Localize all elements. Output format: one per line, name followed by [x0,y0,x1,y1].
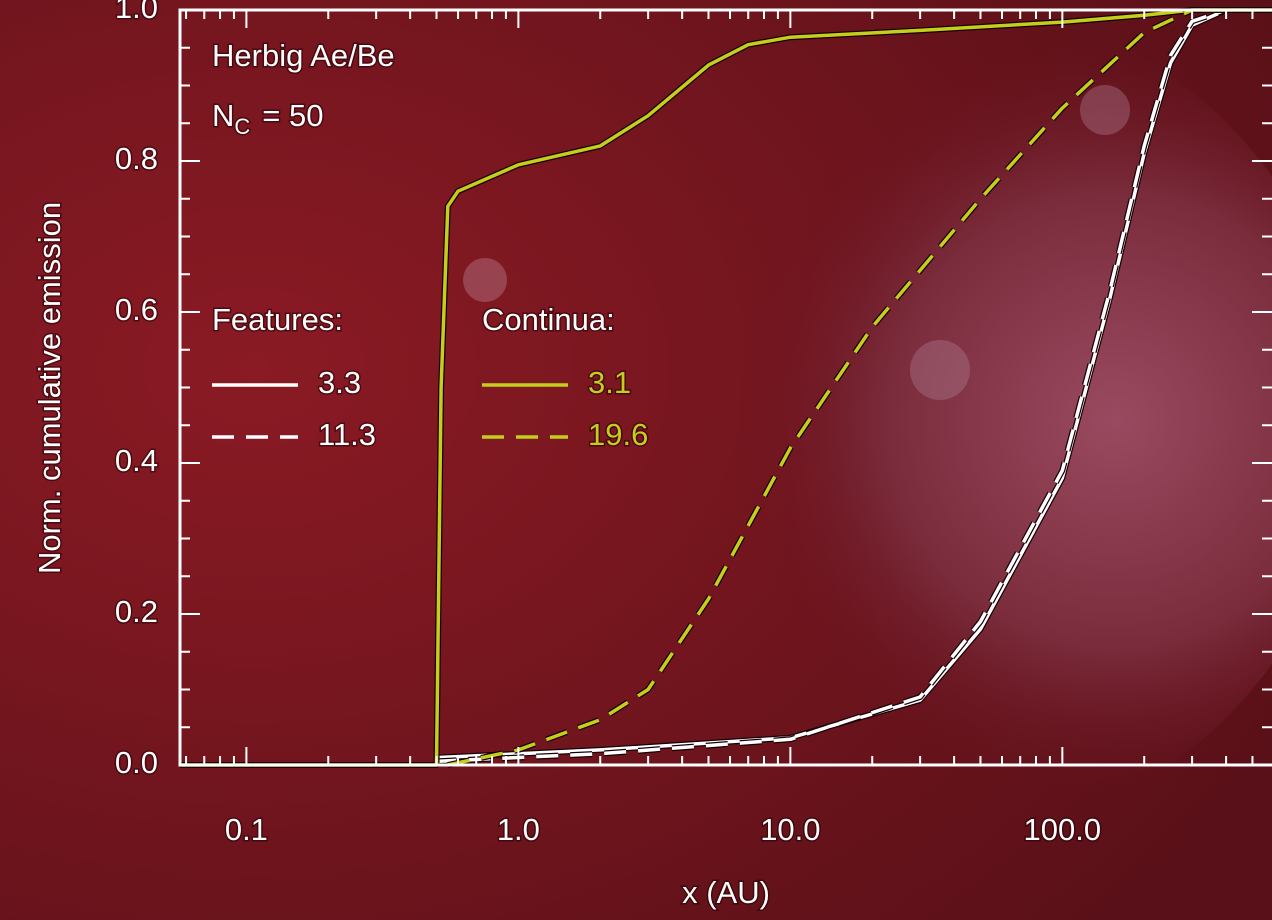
x-tick-label: 100.0 [1024,812,1102,847]
series-line [180,8,1272,767]
y-tick-label: 0.8 [115,141,158,176]
legend-heading: Continua: [482,302,615,337]
series-line [447,8,1193,767]
y-tick-label: 1.0 [115,0,158,25]
y-tick-label: 0.2 [115,594,158,629]
nc-tail: = 50 [262,98,323,133]
x-tick-label: 0.1 [225,812,268,847]
nc-sub: C [234,114,250,139]
x-tick-label: 1.0 [497,812,540,847]
y-tick-label: 0.6 [115,292,158,327]
x-tick-label: 10.0 [760,812,820,847]
legend-label: 3.3 [318,365,361,400]
y-axis-label: Norm. cumulative emission [32,202,67,574]
plot-area [180,7,1272,768]
nebula [510,0,1272,840]
legend-label: 19.6 [588,417,648,452]
series-line [180,8,1272,767]
annotation: Herbig Ae/Be [212,38,395,73]
nc-main: N [212,98,234,133]
y-tick-label: 0.4 [115,443,158,478]
y-tick-label: 0.0 [115,745,158,780]
legend-heading: Features: [212,302,343,337]
x-axis-label: x (AU) [682,875,770,910]
star [910,340,970,400]
star [463,258,507,302]
star [1080,85,1130,135]
legend-label: 11.3 [318,417,376,452]
series-line [435,8,1272,766]
nc-label: NC = 50 [212,98,323,139]
legend-label: 3.1 [588,365,631,400]
